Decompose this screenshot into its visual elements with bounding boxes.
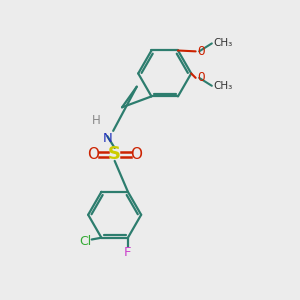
Text: O: O xyxy=(88,147,100,162)
Text: S: S xyxy=(108,146,121,164)
Text: O: O xyxy=(130,147,142,162)
Text: N: N xyxy=(102,132,112,145)
Text: O: O xyxy=(197,45,205,58)
Text: H: H xyxy=(92,114,100,127)
Text: O: O xyxy=(197,71,205,84)
Text: CH₃: CH₃ xyxy=(213,81,232,91)
Text: CH₃: CH₃ xyxy=(213,38,232,48)
Text: Cl: Cl xyxy=(79,235,91,248)
Text: F: F xyxy=(124,246,132,259)
